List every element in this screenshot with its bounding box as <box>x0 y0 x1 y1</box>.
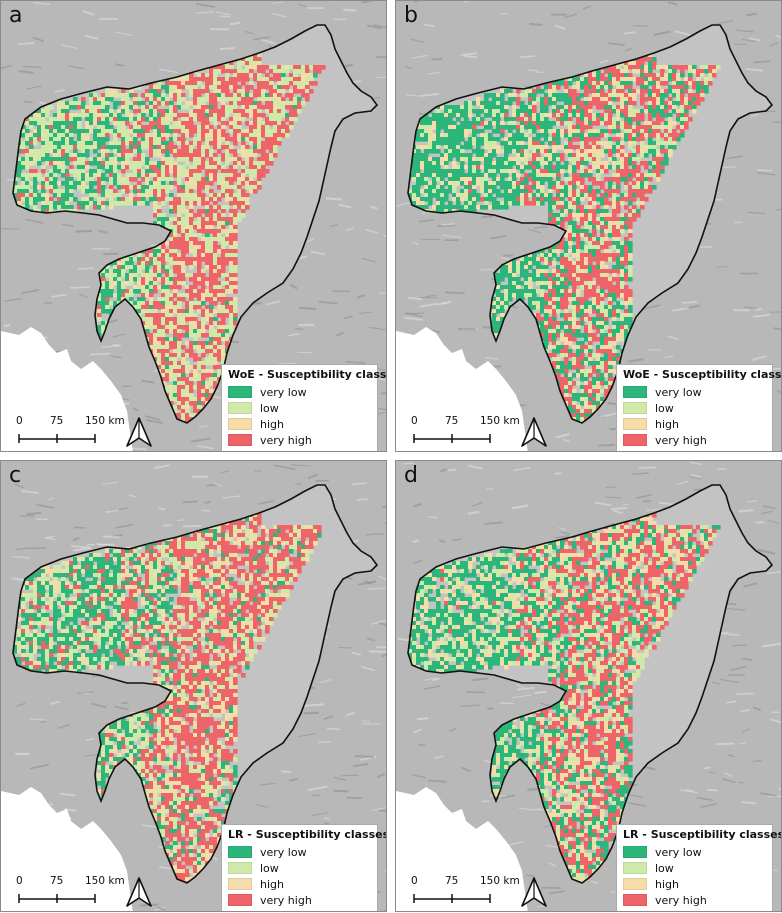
scale-label-150: 150 km <box>85 875 125 887</box>
study-area-boundary <box>407 484 774 884</box>
scale-label-0: 0 <box>16 875 23 887</box>
legend-item: very high <box>623 433 766 447</box>
susceptibility-raster <box>13 513 322 883</box>
legend-item: high <box>228 877 371 891</box>
map-canvas <box>396 1 781 451</box>
legend-item: low <box>623 861 766 875</box>
legend-swatch <box>228 862 252 874</box>
legend-item: very low <box>623 385 766 399</box>
legend-label: very low <box>260 385 307 399</box>
legend-item: high <box>623 417 766 431</box>
scale-label-75: 75 <box>50 875 64 887</box>
legend-swatch <box>228 878 252 890</box>
legend-item: low <box>228 861 371 875</box>
map-canvas <box>1 461 386 911</box>
legend-item: high <box>623 877 766 891</box>
study-area-boundary <box>12 484 379 884</box>
legend: LR - Susceptibility classes very low low h… <box>221 824 387 911</box>
scale-label-150: 150 km <box>85 415 125 427</box>
scale-label-75: 75 <box>445 875 459 887</box>
panel-letter: c <box>9 463 22 488</box>
panel-letter: b <box>404 3 418 28</box>
scale-label-150: 150 km <box>480 875 520 887</box>
map-panel-b: b WoE - Susceptibility classes very low l… <box>395 0 782 452</box>
legend-label: high <box>655 877 679 891</box>
scale-label-75: 75 <box>445 415 459 427</box>
legend-swatch <box>623 878 647 890</box>
legend-label: very low <box>655 845 702 859</box>
legend-swatch <box>228 894 252 906</box>
legend-label: high <box>260 417 284 431</box>
legend-item: very low <box>623 845 766 859</box>
legend-item: low <box>623 401 766 415</box>
panel-letter: a <box>9 3 23 28</box>
scale-label-0: 0 <box>411 875 418 887</box>
legend-title: WoE - Susceptibility classes <box>228 368 387 381</box>
scale-label-0: 0 <box>411 415 418 427</box>
bay-of-bengal-water <box>396 787 528 911</box>
legend-title: LR - Susceptibility classes <box>623 828 782 841</box>
legend-label: high <box>655 417 679 431</box>
map-panel-d: d LR - Susceptibility classes very low lo… <box>395 460 782 912</box>
legend-swatch <box>228 418 252 430</box>
legend-item: very low <box>228 385 371 399</box>
scale-label-0: 0 <box>16 415 23 427</box>
legend-label: very low <box>260 845 307 859</box>
map-panel-a: a WoE - Susceptibility classes very low l… <box>0 0 387 452</box>
legend-swatch <box>228 846 252 858</box>
north-arrow-icon <box>521 417 547 447</box>
legend-label: very high <box>260 433 312 447</box>
legend-item: very high <box>228 433 371 447</box>
legend-title: LR - Susceptibility classes <box>228 828 387 841</box>
legend-swatch <box>228 386 252 398</box>
legend-label: low <box>655 861 674 875</box>
scale-bar: 0 75 150 km <box>410 415 520 445</box>
legend-swatch <box>623 402 647 414</box>
legend-swatch <box>623 894 647 906</box>
legend-swatch <box>623 862 647 874</box>
map-panel-c: c LR - Susceptibility classes very low lo… <box>0 460 387 912</box>
legend: WoE - Susceptibility classes very low low… <box>221 364 387 451</box>
panel-letter: d <box>404 463 418 488</box>
legend-label: very high <box>260 893 312 907</box>
north-arrow-icon <box>521 877 547 907</box>
bay-of-bengal-water <box>1 787 133 911</box>
north-arrow-icon <box>126 417 152 447</box>
bay-of-bengal-water <box>1 327 133 451</box>
legend-swatch <box>228 434 252 446</box>
north-arrow-icon <box>126 877 152 907</box>
legend-swatch <box>623 386 647 398</box>
legend-item: very high <box>228 893 371 907</box>
legend-swatch <box>228 402 252 414</box>
scale-label-75: 75 <box>50 415 64 427</box>
legend-item: very low <box>228 845 371 859</box>
legend-label: high <box>260 877 284 891</box>
legend-label: very high <box>655 433 707 447</box>
legend-label: very high <box>655 893 707 907</box>
legend-item: high <box>228 417 371 431</box>
legend-swatch <box>623 418 647 430</box>
scale-bar: 0 75 150 km <box>410 875 520 905</box>
legend-label: low <box>260 401 279 415</box>
map-canvas <box>1 1 386 451</box>
scale-bar: 0 75 150 km <box>15 415 125 445</box>
legend-item: low <box>228 401 371 415</box>
scale-bar: 0 75 150 km <box>15 875 125 905</box>
study-area-boundary <box>12 24 379 424</box>
legend-label: very low <box>655 385 702 399</box>
study-area-boundary <box>407 24 774 424</box>
legend-title: WoE - Susceptibility classes <box>623 368 782 381</box>
legend: WoE - Susceptibility classes very low low… <box>616 364 782 451</box>
legend-item: very high <box>623 893 766 907</box>
legend-label: low <box>260 861 279 875</box>
scale-label-150: 150 km <box>480 415 520 427</box>
legend-swatch <box>623 434 647 446</box>
legend-swatch <box>623 846 647 858</box>
legend-label: low <box>655 401 674 415</box>
legend: LR - Susceptibility classes very low low h… <box>616 824 782 911</box>
bay-of-bengal-water <box>396 327 528 451</box>
